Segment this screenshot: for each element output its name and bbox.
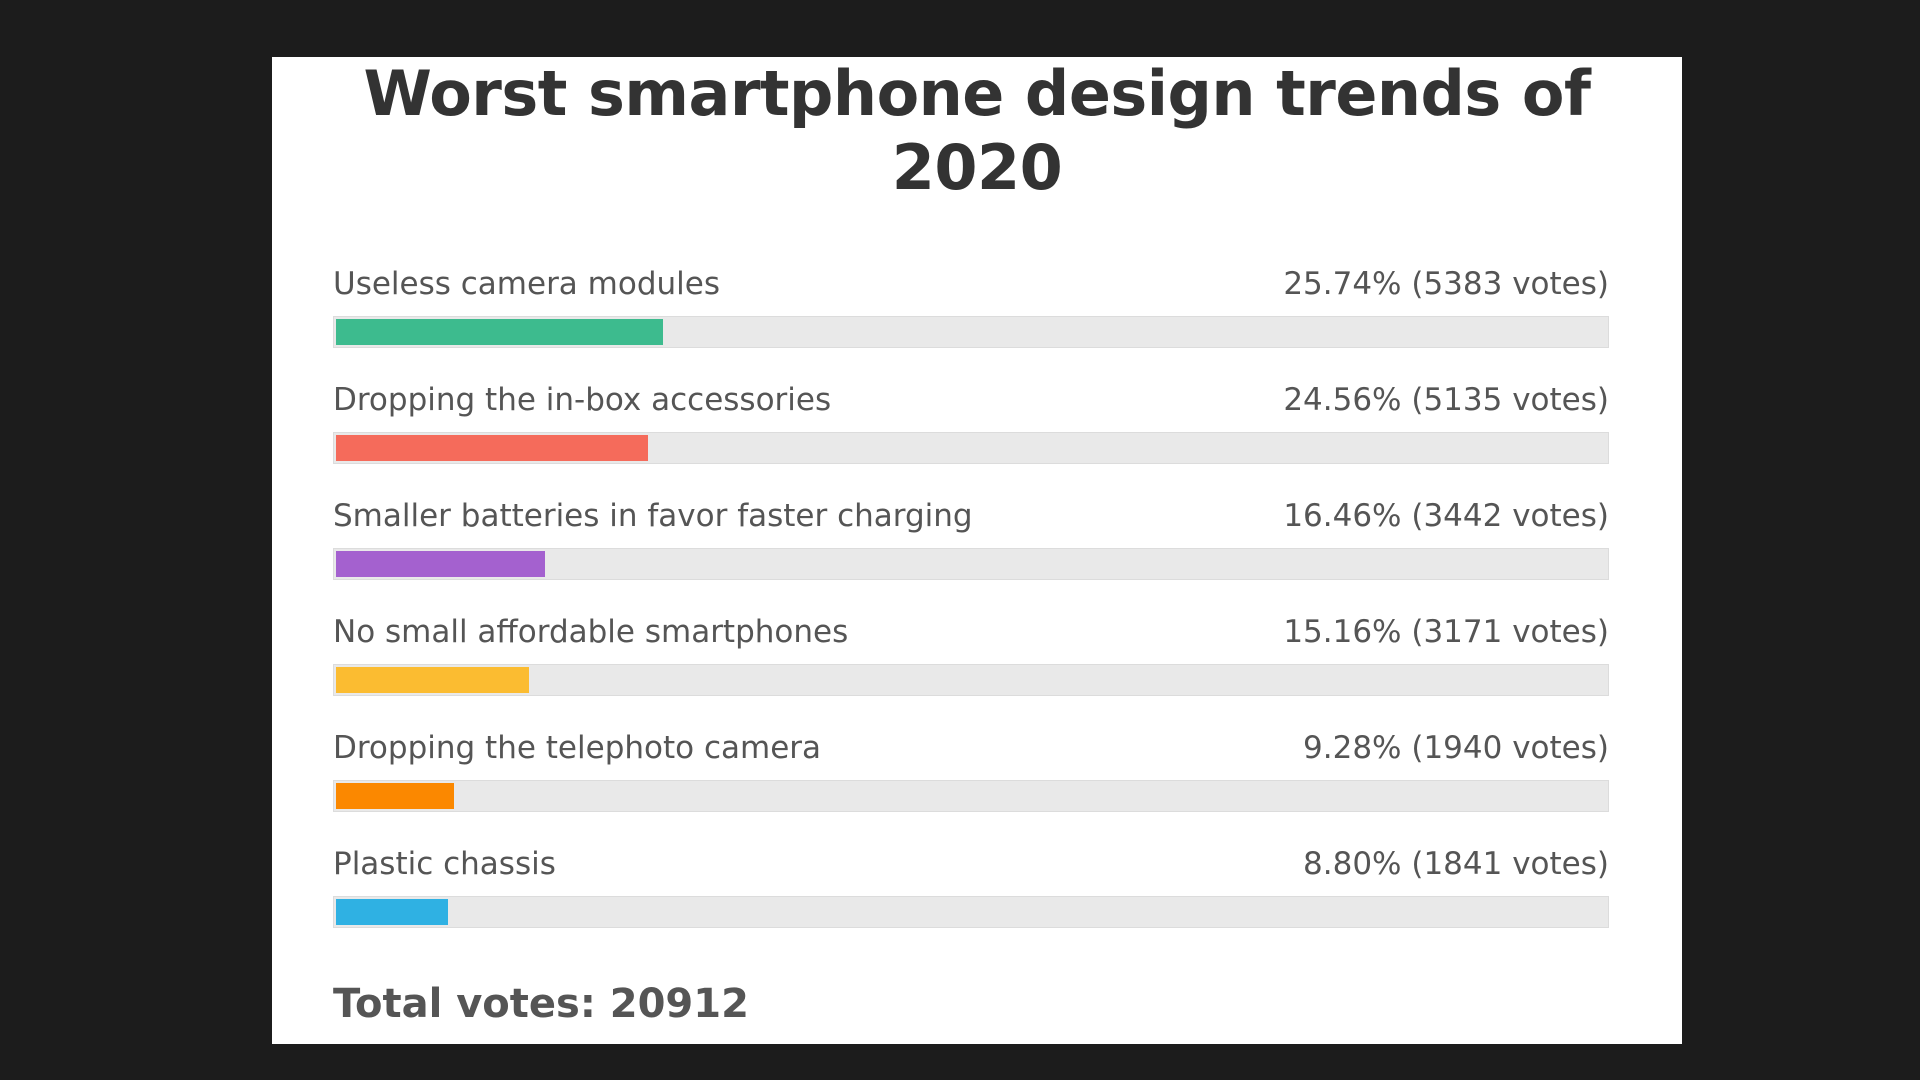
option-value: 25.74% (5383 votes) — [1283, 266, 1609, 302]
option-label: Smaller batteries in favor faster chargi… — [333, 498, 973, 534]
option-value: 15.16% (3171 votes) — [1283, 614, 1609, 650]
poll-row: No small affordable smartphones 15.16% (… — [333, 607, 1609, 723]
bar-fill — [336, 899, 448, 925]
bar-fill — [336, 551, 545, 577]
chart-title-line-2: 2020 — [891, 131, 1063, 204]
chart-title: Worst smartphone design trends of 2020 — [272, 57, 1682, 205]
poll-row: Dropping the telephoto camera 9.28% (194… — [333, 723, 1609, 839]
bar-fill — [336, 435, 648, 461]
poll-results: Useless camera modules 25.74% (5383 vote… — [333, 259, 1609, 955]
poll-row: Plastic chassis 8.80% (1841 votes) — [333, 839, 1609, 955]
poll-row: Smaller batteries in favor faster chargi… — [333, 491, 1609, 607]
total-votes: Total votes: 20912 — [333, 981, 749, 1027]
option-value: 24.56% (5135 votes) — [1283, 382, 1609, 418]
option-value: 8.80% (1841 votes) — [1303, 846, 1609, 882]
poll-row: Useless camera modules 25.74% (5383 vote… — [333, 259, 1609, 375]
bar-fill — [336, 667, 529, 693]
option-label: Dropping the in-box accessories — [333, 382, 832, 418]
bar-track — [333, 896, 1609, 928]
option-label: No small affordable smartphones — [333, 614, 849, 650]
bar-track — [333, 664, 1609, 696]
option-label: Useless camera modules — [333, 266, 720, 302]
option-value: 16.46% (3442 votes) — [1283, 498, 1609, 534]
bar-fill — [336, 319, 663, 345]
chart-title-line-1: Worst smartphone design trends of — [363, 57, 1591, 130]
bar-track — [333, 316, 1609, 348]
option-label: Plastic chassis — [333, 846, 556, 882]
bar-track — [333, 780, 1609, 812]
bar-track — [333, 432, 1609, 464]
poll-card: Worst smartphone design trends of 2020 U… — [272, 57, 1682, 1044]
poll-row: Dropping the in-box accessories 24.56% (… — [333, 375, 1609, 491]
bar-track — [333, 548, 1609, 580]
bar-fill — [336, 783, 454, 809]
option-value: 9.28% (1940 votes) — [1303, 730, 1609, 766]
option-label: Dropping the telephoto camera — [333, 730, 822, 766]
